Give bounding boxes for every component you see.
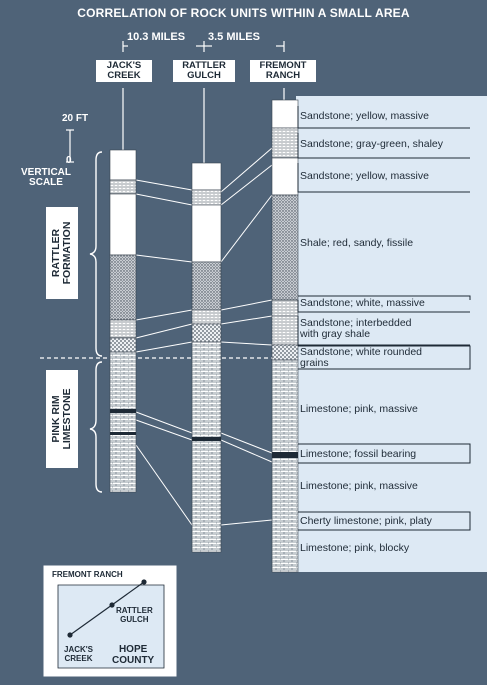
layer-brackets: [297, 106, 471, 531]
description-panel: [296, 96, 487, 572]
site-label-jacks-creek: JACK'S CREEK: [96, 60, 152, 82]
rattler-formation-label: RATTLER FORMATION: [46, 207, 78, 299]
vertical-scale-label: VERTICAL SCALE: [21, 167, 71, 188]
layer-label-3: Sandstone; yellow, massive: [300, 170, 429, 182]
jacks-creek-map-dot: [67, 632, 73, 638]
scale-bottom-label: 0: [66, 155, 72, 166]
layer-label-7: Sandstone; white rounded grains: [300, 346, 423, 369]
distance-brackets: [122, 41, 285, 52]
layer-label-11: Cherty limestone; pink, platy: [300, 515, 432, 527]
layer-label-6: Sandstone; interbedded with gray shale: [300, 317, 412, 340]
layer-label-10: Limestone; pink, massive: [300, 480, 418, 492]
map-label-jacks-creek: JACK'S CREEK: [64, 645, 94, 663]
layer-label-8: Limestone; pink, massive: [300, 403, 418, 415]
distance-label-2: 3.5 MILES: [208, 31, 260, 43]
pink-rim-limestone-label: PINK RIM LIMESTONE: [46, 370, 78, 468]
fremont-ranch-map-dot: [141, 579, 147, 585]
layer-label-1: Sandstone; yellow, massive: [300, 110, 429, 122]
column-stems: [122, 88, 285, 163]
map-label-fremont-ranch: FREMONT RANCH: [52, 570, 123, 579]
formation-braces: [89, 151, 103, 493]
layer-label-9: Limestone; fossil bearing: [300, 448, 417, 460]
distance-label-1: 10.3 MILES: [127, 31, 186, 43]
rattler-gulch-column: [191, 162, 222, 553]
layer-label-12: Limestone; pink, blocky: [300, 542, 410, 554]
scale-top-label: 20 FT: [62, 113, 89, 124]
layer-label-5: Sandstone; white, massive: [300, 297, 425, 309]
fremont-ranch-column: [271, 99, 299, 573]
jacks-creek-column: [109, 149, 137, 493]
layer-label-4: Shale; red, sandy, fissile: [300, 237, 414, 249]
map-label-hope-county: HOPE COUNTY: [112, 644, 155, 666]
vertical-scale-bar: [66, 129, 74, 163]
rattler-gulch-map-dot: [109, 602, 115, 608]
index-map: [43, 565, 177, 677]
map-label-rattler-gulch: RATTLER GULCH: [116, 606, 153, 624]
site-label-rattler-gulch: RATTLER GULCH: [173, 60, 235, 82]
diagram-title: CORRELATION OF ROCK UNITS WITHIN A SMALL…: [77, 6, 410, 20]
layer-label-2: Sandstone; gray-green, shaley: [300, 138, 444, 150]
site-label-fremont-ranch: FREMONT RANCH: [250, 60, 316, 82]
